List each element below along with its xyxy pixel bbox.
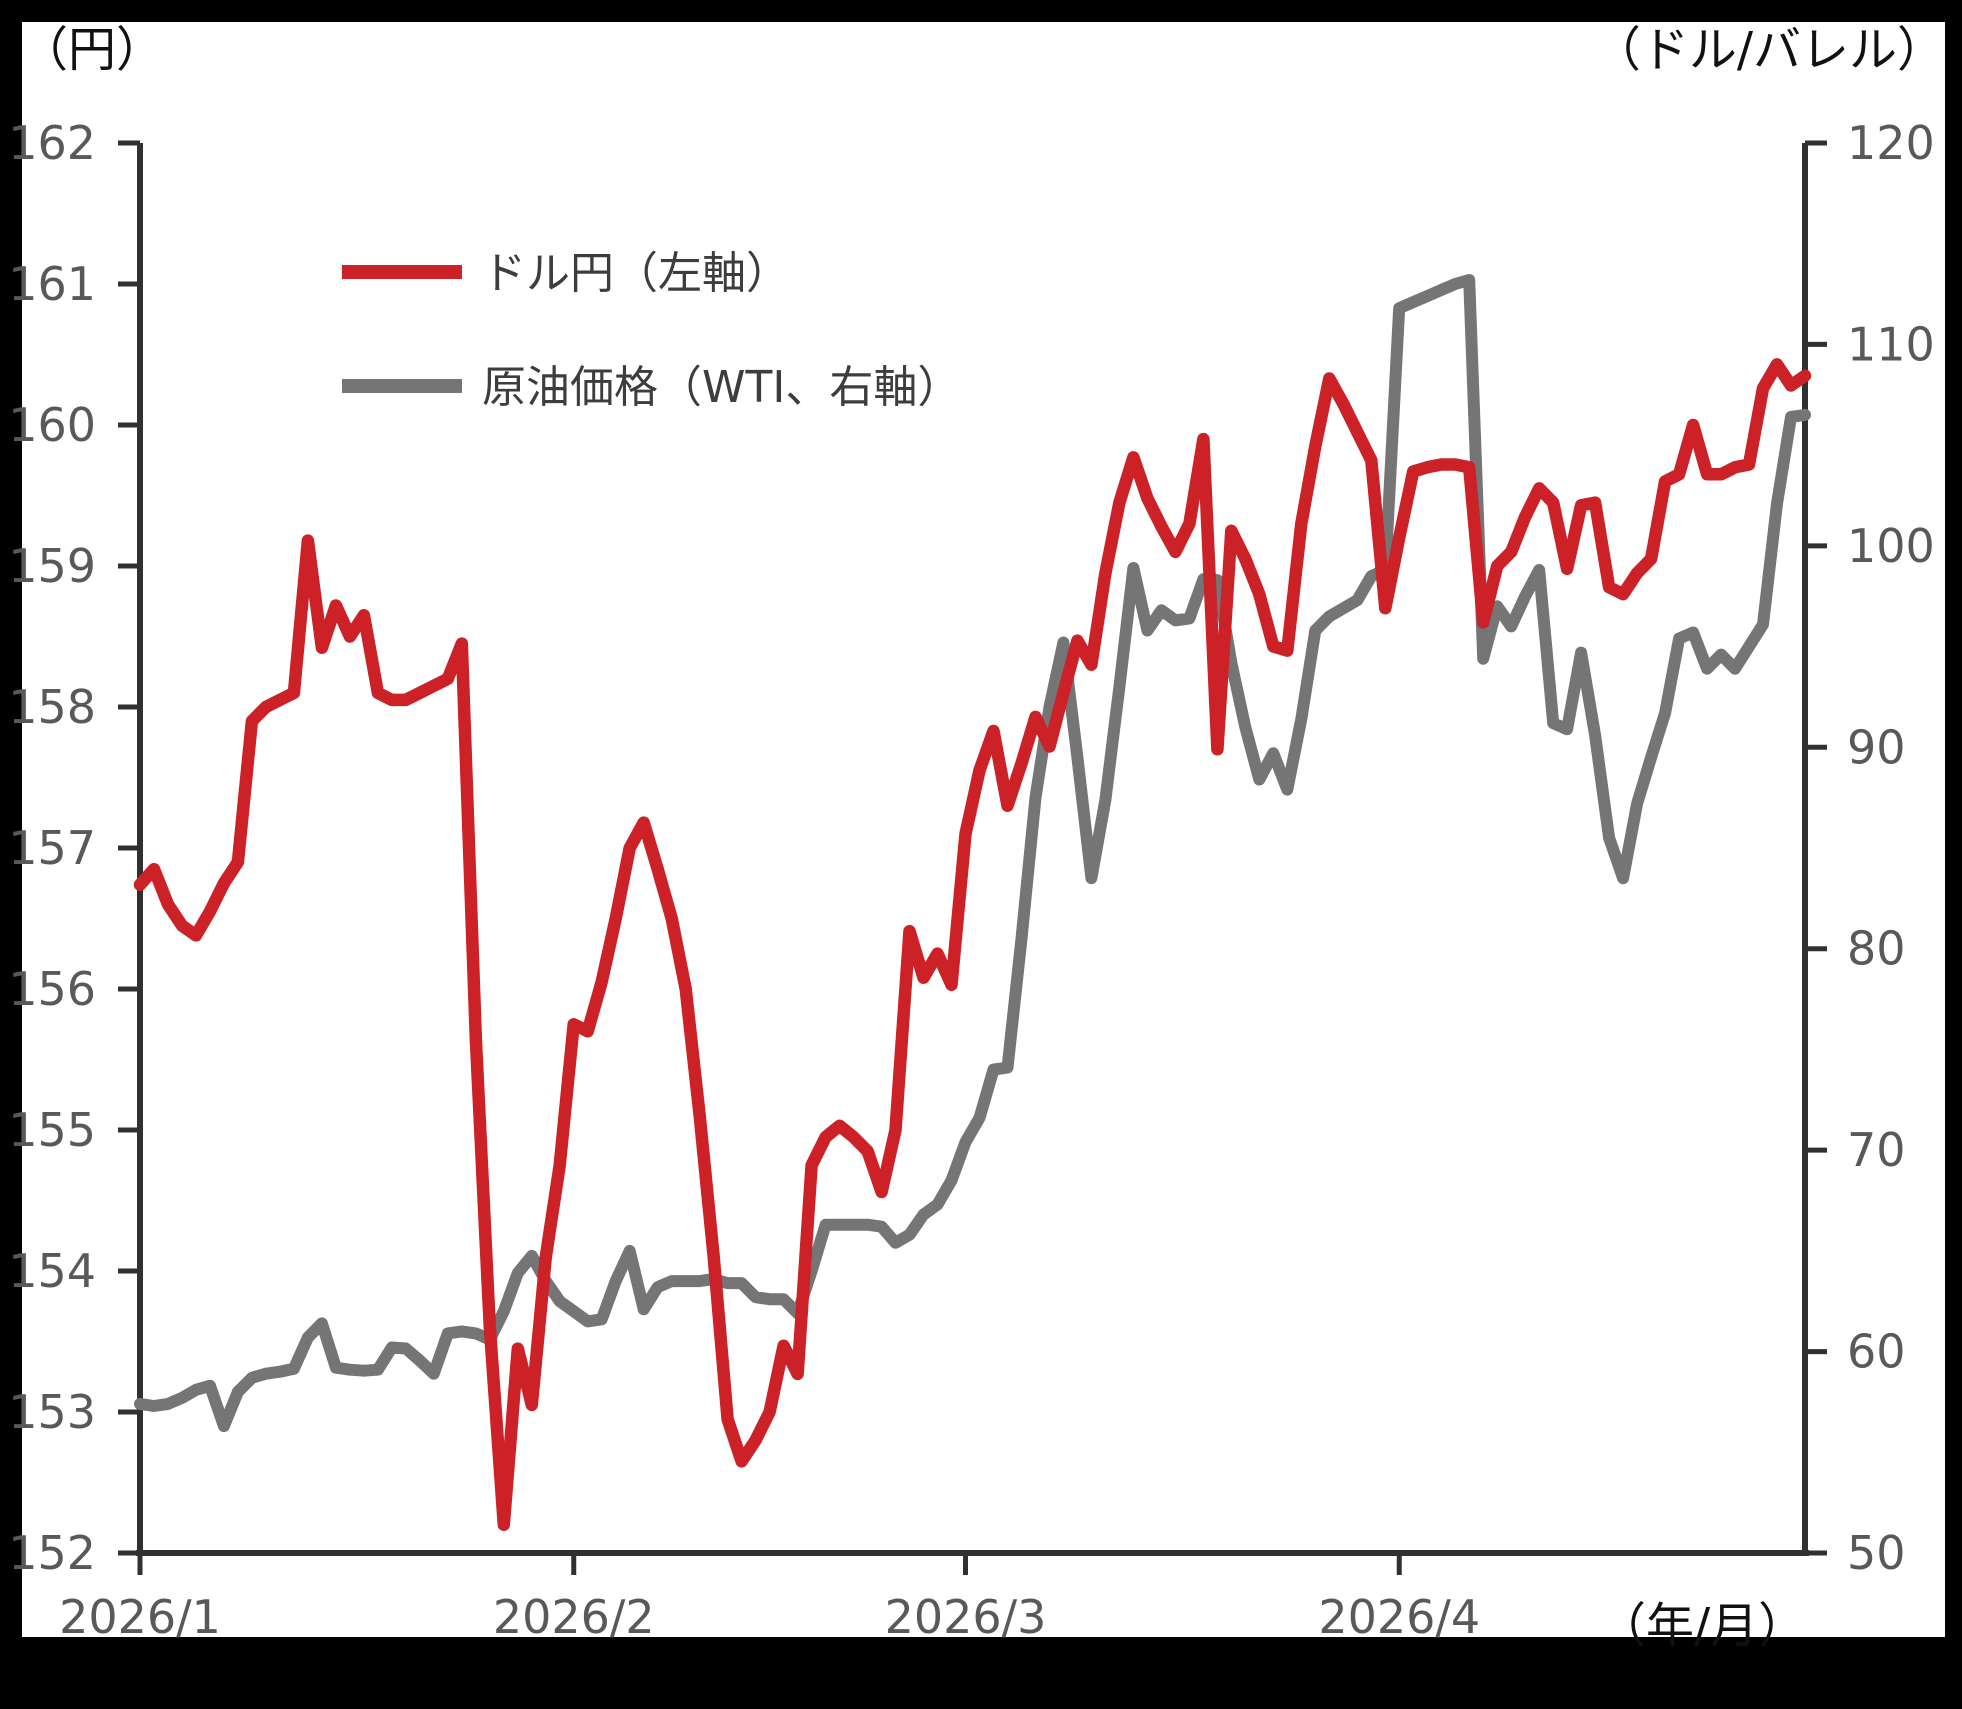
- right-axis-tick-label: 90: [1847, 720, 1906, 774]
- series-line-wti: [134, 274, 1811, 1433]
- x-axis-tick-label: 2026/4: [1318, 1590, 1480, 1644]
- left-axis-tick-label: 161: [8, 257, 96, 311]
- left-axis-tick-label: 160: [8, 398, 96, 452]
- left-axis-tick-label: 156: [8, 962, 96, 1016]
- left-axis-tick-label: 154: [8, 1244, 96, 1298]
- right-axis-tick-label: 120: [1847, 116, 1935, 170]
- right-axis-unit-label: （ドル/バレル）: [1593, 22, 1945, 78]
- left-axis-unit-label: （円）: [20, 22, 164, 78]
- left-axis-tick-label: 157: [8, 821, 96, 875]
- chart-canvas: [22, 22, 1945, 1637]
- legend-label-wti: 原油価格（WTI、右軸）: [482, 362, 961, 413]
- axes-layer: 162 161 160 159 158 157 156 155 154 153 152 120 110 1…: [8, 116, 1935, 1644]
- left-axis-tick-label: 159: [8, 539, 96, 593]
- x-axis-tick-label: 2026/3: [885, 1590, 1047, 1644]
- legend: ドル円（左軸） 原油価格（WTI、右軸）: [342, 248, 961, 413]
- right-axis-tick-label: 100: [1847, 519, 1935, 573]
- right-axis-tick-label: 110: [1847, 317, 1935, 371]
- series-line-usdjpy: [133, 358, 1812, 1532]
- series-layer: [133, 274, 1812, 1532]
- left-axis-tick-label: 152: [8, 1526, 96, 1580]
- right-axis-tick-label: 60: [1847, 1325, 1906, 1379]
- left-axis-tick-label: 162: [8, 116, 96, 170]
- x-axis-tick-label: 2026/1: [59, 1590, 221, 1644]
- left-axis-tick-label: 153: [8, 1385, 96, 1439]
- legend-label-usdjpy: ドル円（左軸）: [482, 248, 790, 299]
- right-axis-tick-label: 50: [1847, 1526, 1906, 1580]
- right-axis-tick-label: 80: [1847, 922, 1906, 976]
- left-axis-tick-label: 155: [8, 1103, 96, 1157]
- x-axis-unit-label: （年/月）: [1598, 1598, 1806, 1654]
- left-axis-tick-label: 158: [8, 680, 96, 734]
- x-axis-tick-label: 2026/2: [493, 1590, 655, 1644]
- right-axis-tick-label: 70: [1847, 1123, 1906, 1177]
